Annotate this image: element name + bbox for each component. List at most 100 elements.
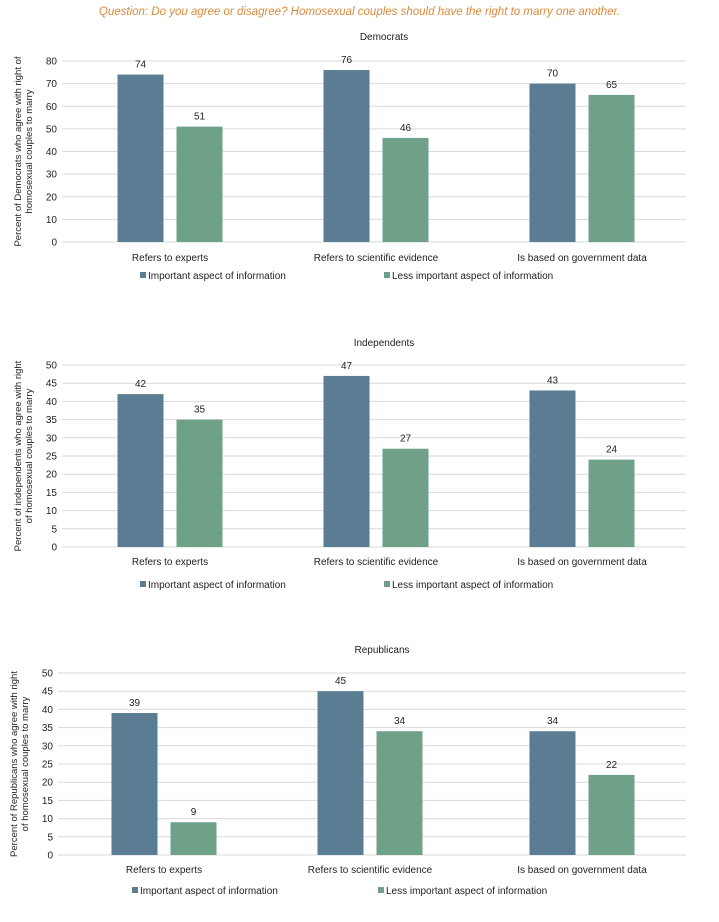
- legend-swatch: [378, 887, 384, 893]
- y-tick-label: 0: [51, 543, 57, 554]
- y-tick-label: 15: [42, 796, 54, 807]
- data-label: 34: [547, 716, 559, 727]
- y-tick-label: 25: [42, 760, 54, 771]
- legend-swatch: [140, 272, 146, 278]
- y-axis-label-line: homosexual couples to marry: [24, 89, 35, 213]
- bar: [176, 419, 223, 547]
- bar: [170, 822, 217, 855]
- data-label: 65: [606, 80, 618, 91]
- legend-label: Important aspect of information: [148, 271, 286, 282]
- legend-label: Less important aspect of information: [392, 271, 553, 282]
- y-tick-label: 15: [46, 488, 58, 499]
- y-tick-label: 20: [46, 192, 58, 203]
- republicans-chart: Republicans 0 5 10 15 20 25 30 35 40 45 50 Percent o…: [9, 645, 686, 897]
- y-axis-label-line: Percent of Republicans who agree with ri…: [9, 671, 20, 857]
- data-label: 43: [547, 375, 559, 386]
- y-tick-label: 50: [46, 124, 58, 135]
- x-category-label: Is based on government data: [517, 253, 647, 264]
- data-label: 46: [400, 123, 412, 134]
- y-tick-label: 0: [51, 238, 57, 249]
- y-tick-label: 80: [46, 57, 58, 68]
- y-tick-label: 45: [46, 379, 58, 390]
- y-axis-label: Percent of independents who agree with r…: [13, 360, 35, 551]
- bar: [529, 83, 576, 242]
- data-label: 45: [335, 676, 347, 687]
- bar: [382, 137, 429, 242]
- data-label: 76: [341, 55, 353, 66]
- legend-swatch: [384, 272, 390, 278]
- x-category-label: Refers to experts: [132, 253, 208, 264]
- bar: [117, 394, 164, 547]
- chart-title: Independents: [354, 338, 415, 349]
- y-tick-label: 5: [47, 832, 53, 843]
- bar: [317, 691, 364, 855]
- x-category-label: Is based on government data: [517, 557, 647, 568]
- data-label: 34: [394, 716, 406, 727]
- y-tick-label: 40: [46, 147, 58, 158]
- x-category-label: Refers to scientific evidence: [308, 865, 433, 876]
- legend-label: Less important aspect of information: [386, 886, 547, 897]
- bar: [529, 731, 576, 855]
- bar: [588, 774, 635, 855]
- y-tick-label: 10: [42, 814, 54, 825]
- x-category-label: Refers to experts: [126, 865, 202, 876]
- data-label: 35: [194, 405, 206, 416]
- y-tick-label: 30: [42, 741, 54, 752]
- y-tick-label: 25: [46, 452, 58, 463]
- legend-swatch: [384, 581, 390, 587]
- y-tick-label: 10: [46, 506, 58, 517]
- bar: [376, 731, 423, 855]
- y-tick-label: 50: [46, 361, 58, 372]
- y-tick-label: 0: [47, 851, 53, 862]
- y-tick-label: 40: [42, 705, 54, 716]
- bar: [588, 459, 635, 547]
- data-label: 39: [129, 698, 141, 709]
- legend-label: Less important aspect of information: [392, 580, 553, 591]
- y-tick-label: 20: [46, 470, 58, 481]
- y-tick-label: 40: [46, 397, 58, 408]
- y-tick-label: 20: [42, 778, 54, 789]
- y-tick-label: 70: [46, 79, 58, 90]
- y-tick-label: 50: [42, 669, 54, 680]
- y-tick-label: 35: [46, 415, 58, 426]
- data-label: 9: [191, 807, 197, 818]
- bar: [117, 74, 164, 242]
- y-axis-label-line: Percent of Democrats who agree with righ…: [13, 56, 24, 246]
- data-label: 74: [135, 60, 147, 71]
- bar: [588, 94, 635, 242]
- bar: [529, 390, 576, 547]
- y-axis-label: Percent of Republicans who agree with ri…: [9, 671, 31, 857]
- bar: [323, 375, 370, 547]
- bar: [176, 126, 223, 242]
- data-label: 51: [194, 112, 206, 123]
- y-tick-label: 30: [46, 433, 58, 444]
- question-text: Question: Do you agree or disagree? Homo…: [98, 6, 621, 18]
- x-category-label: Refers to scientific evidence: [314, 253, 439, 264]
- data-label: 22: [606, 760, 618, 771]
- chart-title: Democrats: [360, 32, 408, 43]
- bar: [382, 448, 429, 547]
- independents-chart: Independents 0 5 10 15 20 25 30 35 40 45 50 Percent …: [13, 338, 686, 591]
- y-tick-label: 5: [51, 524, 57, 535]
- bar: [323, 70, 370, 242]
- x-category-label: Refers to scientific evidence: [314, 557, 439, 568]
- bar: [111, 713, 158, 855]
- legend-label: Important aspect of information: [140, 886, 278, 897]
- data-label: 47: [341, 361, 353, 372]
- y-axis-label-line: of homosexual couples to marry: [24, 388, 35, 523]
- y-tick-label: 30: [46, 170, 58, 181]
- data-label: 70: [547, 69, 559, 80]
- y-axis-label-line: of homosexual couples to marry: [20, 696, 31, 831]
- democrats-chart: Democrats 0 10 20 30 40 50 60 70 80 Percent of Dem…: [13, 32, 686, 282]
- y-axis-label-line: Percent of independents who agree with r…: [13, 360, 24, 551]
- chart-title: Republicans: [354, 645, 409, 656]
- legend-swatch: [140, 581, 146, 587]
- y-tick-label: 10: [46, 215, 58, 226]
- legend-label: Important aspect of information: [148, 580, 286, 591]
- legend-swatch: [132, 887, 138, 893]
- data-label: 24: [606, 445, 618, 456]
- y-axis-label: Percent of Democrats who agree with righ…: [13, 56, 35, 246]
- x-category-label: Is based on government data: [517, 865, 647, 876]
- data-label: 27: [400, 434, 412, 445]
- x-category-label: Refers to experts: [132, 557, 208, 568]
